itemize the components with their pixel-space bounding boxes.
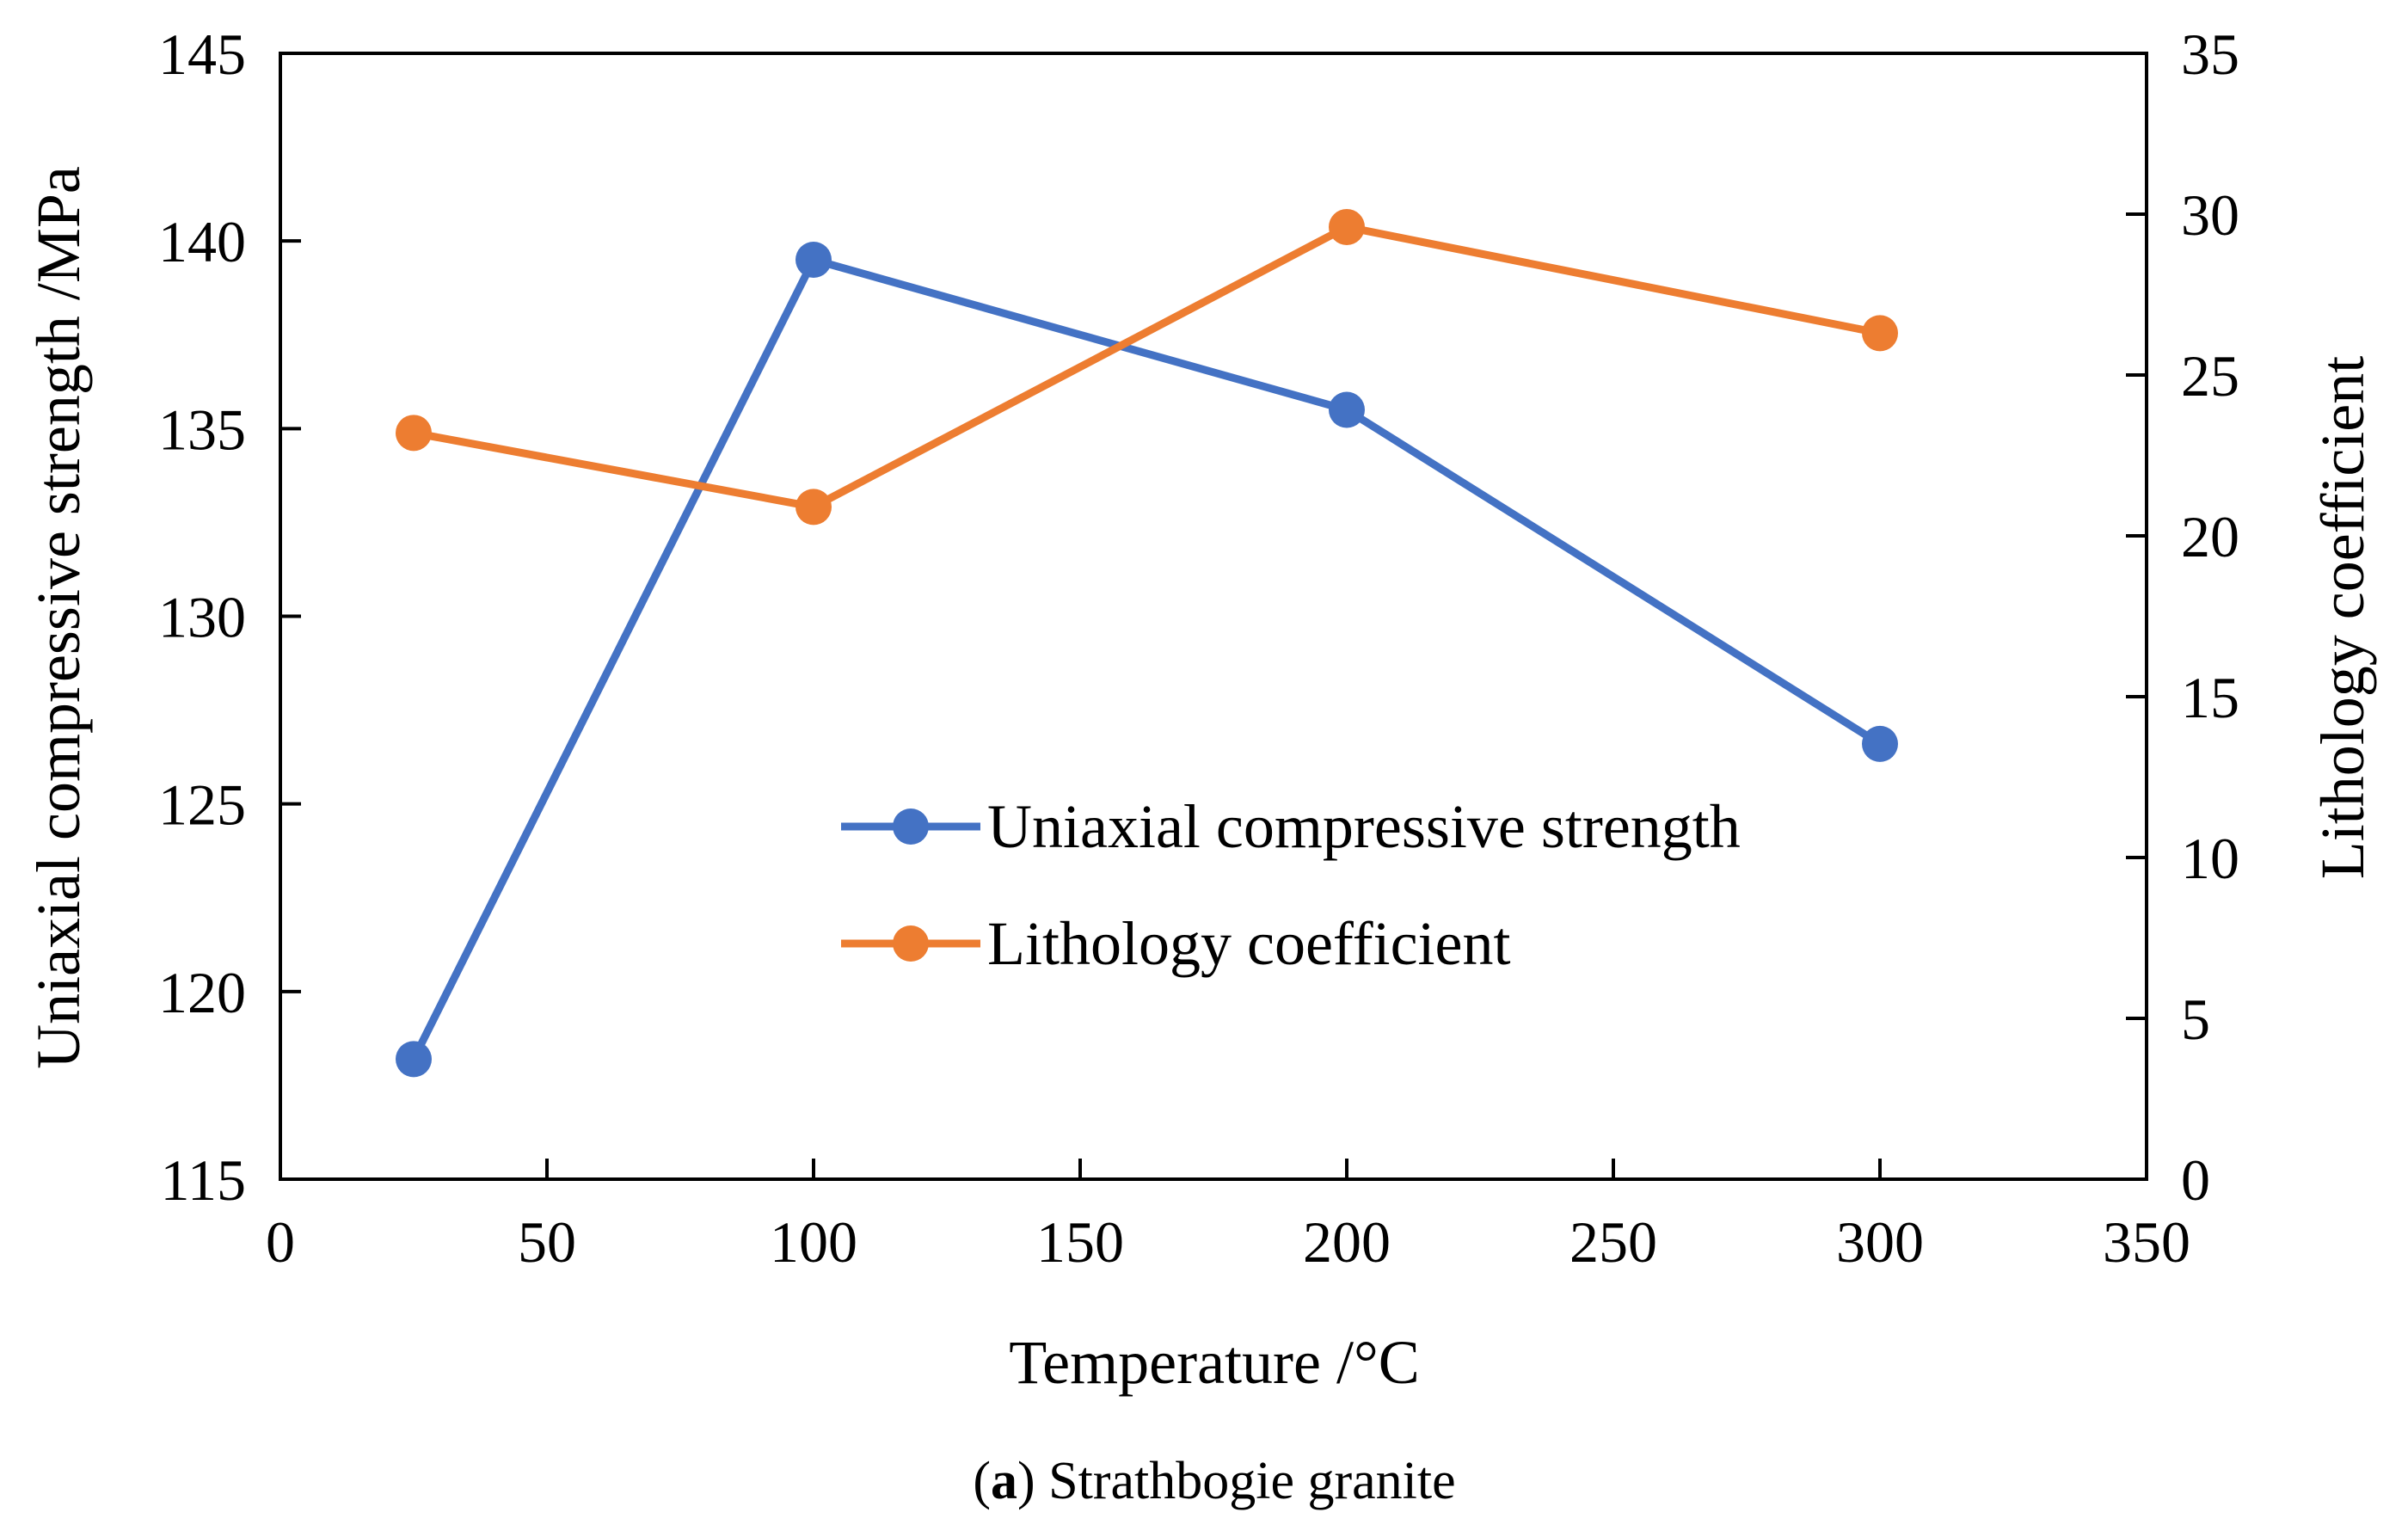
data-point-uniaxial-compressive-strength <box>396 1041 432 1078</box>
caption-letter: a <box>991 1452 1017 1510</box>
series-lithology-coefficient <box>396 208 1898 526</box>
series-group <box>396 208 1898 1078</box>
y-right-tick-label: 10 <box>2181 826 2239 891</box>
y-left-tick-label: 145 <box>158 22 246 87</box>
data-point-uniaxial-compressive-strength <box>1862 725 1898 762</box>
x-tick-label: 300 <box>1836 1209 1924 1275</box>
y-right-tick-label: 25 <box>2181 343 2239 409</box>
x-axis: 0 50 100 150 200 250 300 350 <box>266 1159 2190 1275</box>
series-line-uniaxial-compressive-strength <box>409 255 1884 1063</box>
legend-item-lithology-coefficient: Lithology coefficient <box>841 909 1510 978</box>
data-point-lithology-coefficient <box>396 415 432 452</box>
y-right-tick-label: 15 <box>2181 665 2239 730</box>
y-right-tick-label: 35 <box>2181 22 2239 87</box>
y-left-tick-label: 140 <box>158 209 246 274</box>
y-right-tick-label: 30 <box>2181 182 2239 248</box>
data-point-uniaxial-compressive-strength <box>1329 391 1365 428</box>
legend-label: Uniaxial compressive strength <box>987 792 1741 861</box>
legend-swatch-marker <box>893 925 929 962</box>
y-left-tick-label: 130 <box>158 585 246 650</box>
y-axis-left: 115 120 125 130 135 140 145 <box>158 22 301 1213</box>
y-left-tick-label: 115 <box>161 1147 246 1213</box>
legend-swatch-marker <box>893 808 929 845</box>
legend: Uniaxial compressive strength Lithology c… <box>841 792 1741 978</box>
legend-label: Lithology coefficient <box>987 909 1510 978</box>
caption-rest: ) Strathbogie granite <box>1017 1452 1456 1510</box>
y-right-tick-label: 20 <box>2181 504 2239 569</box>
x-tick-label: 350 <box>2103 1209 2190 1275</box>
series-uniaxial-compressive-strength <box>396 241 1898 1078</box>
figure-caption: (a) Strathbogie granite <box>973 1452 1455 1510</box>
y-left-tick-label: 135 <box>158 397 246 462</box>
x-tick-label: 200 <box>1303 1209 1391 1275</box>
caption-prefix: ( <box>973 1452 991 1510</box>
data-point-lithology-coefficient <box>796 489 832 526</box>
x-tick-label: 100 <box>770 1209 857 1275</box>
x-tick-label: 50 <box>518 1209 576 1275</box>
y-right-tick-label: 5 <box>2181 987 2210 1052</box>
y-axis-left-title: Uniaxial compressive strength /MPa <box>24 166 93 1069</box>
y-left-tick-label: 125 <box>158 772 246 838</box>
x-tick-label: 0 <box>266 1209 295 1275</box>
y-axis-right: 0 5 10 15 20 25 30 35 <box>2126 22 2239 1213</box>
y-left-tick-label: 120 <box>158 960 246 1025</box>
x-tick-label: 250 <box>1570 1209 1657 1275</box>
legend-item-uniaxial-compressive-strength: Uniaxial compressive strength <box>841 792 1741 861</box>
x-tick-label: 150 <box>1036 1209 1124 1275</box>
x-axis-title: Temperature /°C <box>1009 1328 1420 1397</box>
y-right-tick-label: 0 <box>2181 1147 2210 1213</box>
y-axis-right-title: Lithology coefficient <box>2308 356 2377 879</box>
data-point-lithology-coefficient <box>1862 315 1898 352</box>
series-line-lithology-coefficient <box>409 223 1884 511</box>
data-point-lithology-coefficient <box>1329 208 1365 245</box>
data-point-uniaxial-compressive-strength <box>796 241 832 278</box>
